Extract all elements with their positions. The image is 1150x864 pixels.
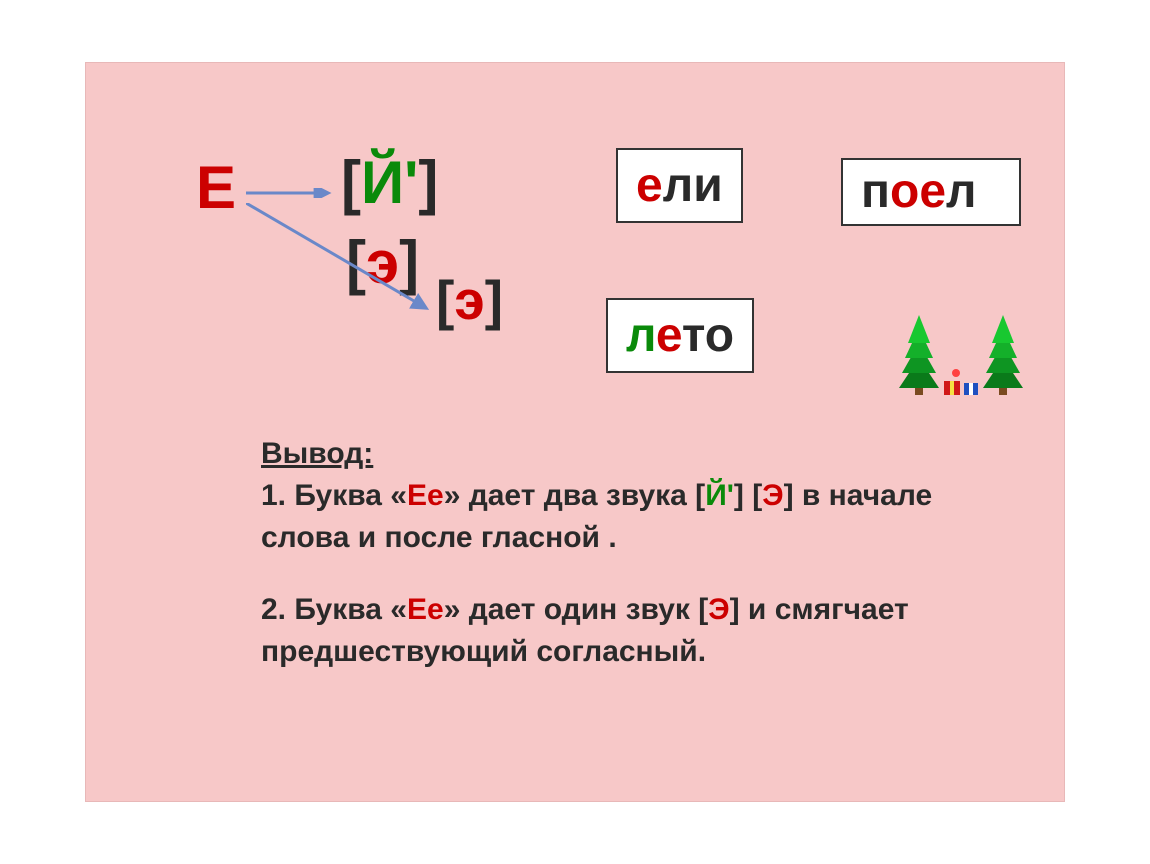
bracket-open: [ [436, 269, 454, 331]
sound-e-inline: Э [762, 479, 783, 512]
conclusion-para-1: 1. Буква «Ее» дает два звука [Й'] [Э] в … [261, 475, 981, 559]
conclusion-heading: Вывод: [261, 433, 981, 475]
word-poel-l: л [946, 165, 977, 218]
word-leto-l: л [626, 309, 656, 362]
text: 1. Буква « [261, 479, 407, 512]
sound-e-letter: э [454, 269, 484, 331]
text: » дает два звука [ [444, 479, 706, 512]
letter-e: Е [196, 153, 236, 222]
word-poel-o: о [890, 165, 919, 218]
text: ] [ [734, 479, 762, 512]
conclusion-block: Вывод: 1. Буква «Ее» дает два звука [Й']… [261, 433, 981, 673]
letter-ee: Ее [407, 593, 444, 626]
letter-ee: Ее [407, 479, 444, 512]
sound-e-inline: Э [708, 593, 729, 626]
word-leto-rest: то [682, 309, 734, 362]
word-poel-e: е [919, 165, 946, 218]
word-poel-p: п [861, 165, 890, 218]
word-poel: поел [841, 158, 1021, 226]
word-eli: ели [616, 148, 743, 223]
bracket-close: ] [485, 269, 503, 331]
arrow-to-e-icon [246, 203, 436, 323]
sound-yi-inline: Й' [705, 479, 734, 512]
word-eli-e: е [636, 159, 663, 212]
fir-trees-icon [886, 303, 1051, 403]
slide: Е [ Й'] [ э] [э] [85, 62, 1065, 802]
conclusion-para-2: 2. Буква «Ее» дает один звук [Э] и смягч… [261, 589, 981, 673]
word-eli-rest: ли [663, 159, 723, 212]
text: 2. Буква « [261, 593, 407, 626]
text: » дает один звук [ [444, 593, 709, 626]
sound-e-lower: [э] [436, 268, 503, 332]
word-leto-e: е [656, 309, 682, 362]
arrow-to-yi-icon [246, 188, 336, 198]
diagram-area: Е [Й'] [э] [э] [86, 93, 1064, 393]
word-leto: лето [606, 298, 754, 373]
